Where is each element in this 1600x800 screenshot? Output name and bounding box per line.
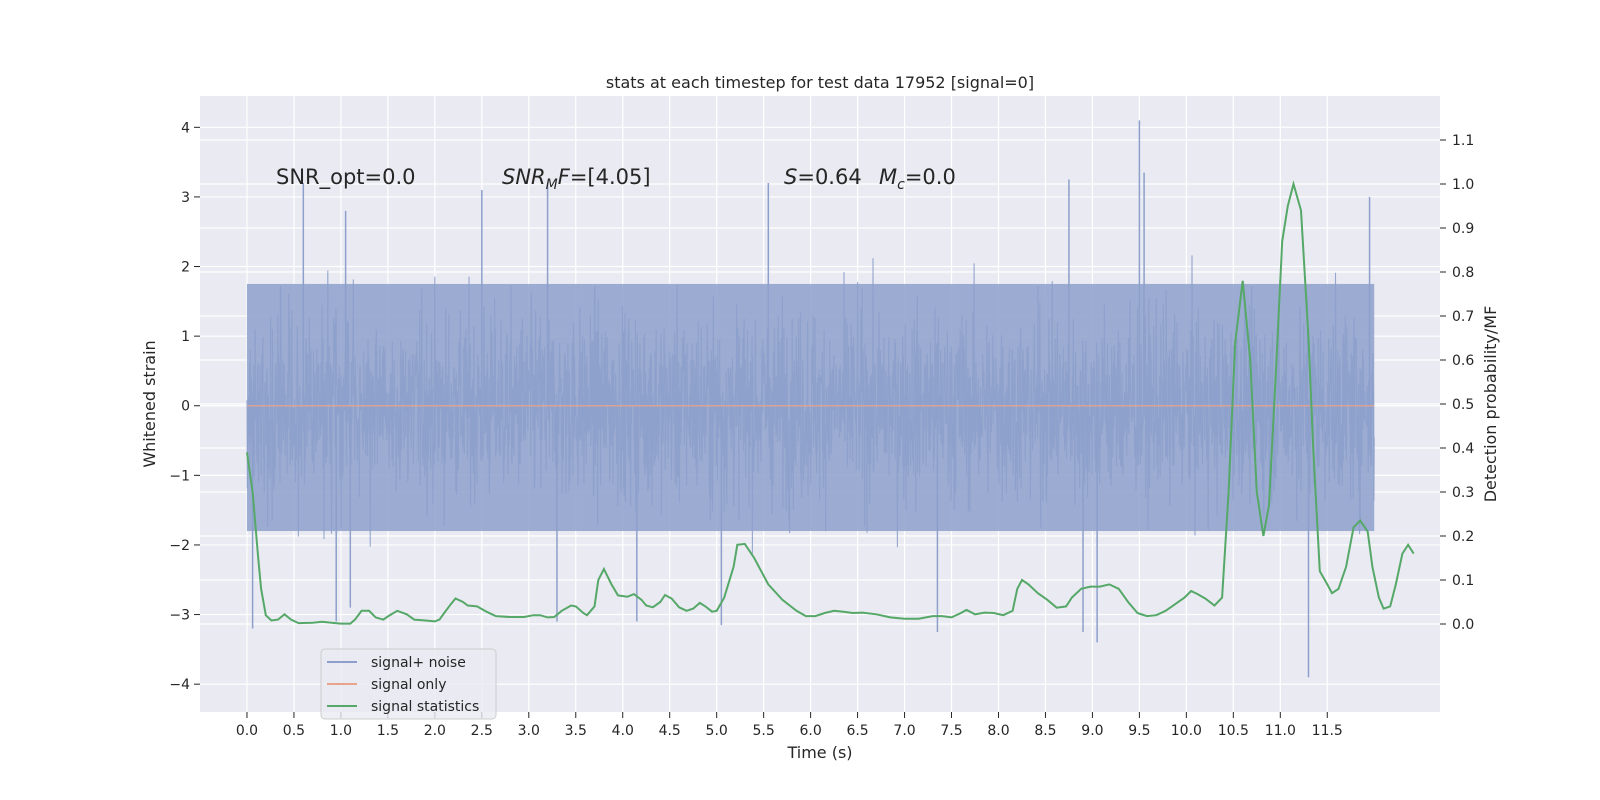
x-tick-label: 6.0 (799, 723, 821, 739)
signal-noise-line (246, 255, 1375, 554)
y-tick-label: 4 (181, 120, 190, 136)
x-tick-label: 1.0 (330, 723, 352, 739)
x-axis-label: Time (s) (786, 743, 852, 762)
legend-frame (320, 648, 497, 720)
y2-tick-label: 1.1 (1452, 133, 1474, 149)
x-tick-label: 2.5 (471, 723, 493, 739)
signal-noise-series (246, 120, 1375, 678)
y2-tick-label: 0.9 (1452, 221, 1474, 237)
y2-tick-label: 0.0 (1452, 617, 1474, 633)
y-tick-label: 2 (181, 260, 190, 276)
y2-tick-label: 1.0 (1452, 177, 1474, 193)
x-tick-label: 4.5 (659, 723, 681, 739)
x-tick-label: 2.0 (424, 723, 446, 739)
x-tick-label: 1.5 (377, 723, 399, 739)
legend-label-signal-statistics: signal statistics (371, 699, 479, 715)
x-tick-label: 0.0 (236, 723, 258, 739)
x-tick-label: 6.5 (846, 723, 868, 739)
y2-tick-label: 0.8 (1452, 265, 1474, 281)
y2-tick-label: 0.3 (1452, 485, 1474, 501)
y-tick-label: −3 (169, 608, 190, 624)
x-tick-label: 0.5 (283, 723, 305, 739)
y2-tick-label: 0.5 (1452, 397, 1474, 413)
x-tick-label: 3.0 (518, 723, 540, 739)
y-axis-label: Whitened strain (140, 340, 159, 467)
x-tick-label: 11.5 (1312, 723, 1343, 739)
y-tick-label: 1 (181, 329, 190, 345)
annotation-mc-symbol: M (879, 165, 897, 189)
x-tick-label: 4.0 (612, 723, 634, 739)
chart-title: stats at each timestep for test data 179… (606, 73, 1034, 92)
y2-tick-label: 0.7 (1452, 309, 1474, 325)
annotation-s-value: =0.64 (797, 165, 861, 189)
annotation-snr-mf: SNRMF=[4.05] (502, 165, 651, 193)
y2-axis-label: Detection probability/MF (1481, 306, 1500, 503)
x-tick-label: 5.0 (706, 723, 728, 739)
x-tick-label: 5.5 (753, 723, 775, 739)
x-tick-label: 10.5 (1218, 723, 1249, 739)
annotation-mc: Mc=0.0 (879, 165, 956, 193)
annotation-snr-opt: SNR_opt=0.0 (276, 165, 416, 190)
annotation-snr-mf-symbol: SNR (502, 165, 546, 189)
x-tick-label: 7.5 (940, 723, 962, 739)
signal-statistics-series (246, 180, 1415, 625)
x-tick-label: 9.5 (1128, 723, 1150, 739)
annotation-snr-mf-f: F (558, 165, 571, 189)
annotation-snr-mf-subscript: M (546, 177, 558, 193)
annotation-s-symbol: S (784, 165, 797, 189)
annotation-mc-value: =0.0 (905, 165, 956, 189)
legend: signal+ noise signal only signal statist… (320, 648, 497, 720)
x-tick-label: 11.0 (1265, 723, 1296, 739)
x-tick-label: 10.0 (1171, 723, 1202, 739)
y2-tick-label: 0.1 (1452, 573, 1474, 589)
y2-tick-label: 0.2 (1452, 529, 1474, 545)
signal-statistics-line (246, 180, 1415, 625)
y2-tick-label: 0.4 (1452, 441, 1474, 457)
annotation-mc-subscript: c (897, 177, 905, 193)
y-tick-label: −1 (169, 468, 190, 484)
x-tick-label: 7.0 (893, 723, 915, 739)
y2-tick-label: 0.6 (1452, 353, 1474, 369)
legend-label-signal-only: signal only (371, 677, 446, 693)
y-tick-label: 3 (181, 190, 190, 206)
legend-label-signal-noise: signal+ noise (371, 655, 466, 671)
annotation-s: S=0.64 (784, 165, 862, 189)
x-tick-label: 8.5 (1034, 723, 1056, 739)
axis-ticks: 0.0 0.5 1.0 1.5 2.0 2.5 3.0 3.5 4.0 4.5 5.0 5.5 6.0 6… (169, 120, 1474, 739)
y-tick-label: −4 (169, 677, 190, 693)
annotation-snr-mf-value: =[4.05] (570, 165, 651, 189)
x-tick-label: 9.0 (1081, 723, 1103, 739)
y-tick-label: −2 (169, 538, 190, 554)
x-tick-label: 3.5 (565, 723, 587, 739)
x-tick-label: 8.0 (987, 723, 1009, 739)
y-tick-label: 0 (181, 399, 190, 415)
